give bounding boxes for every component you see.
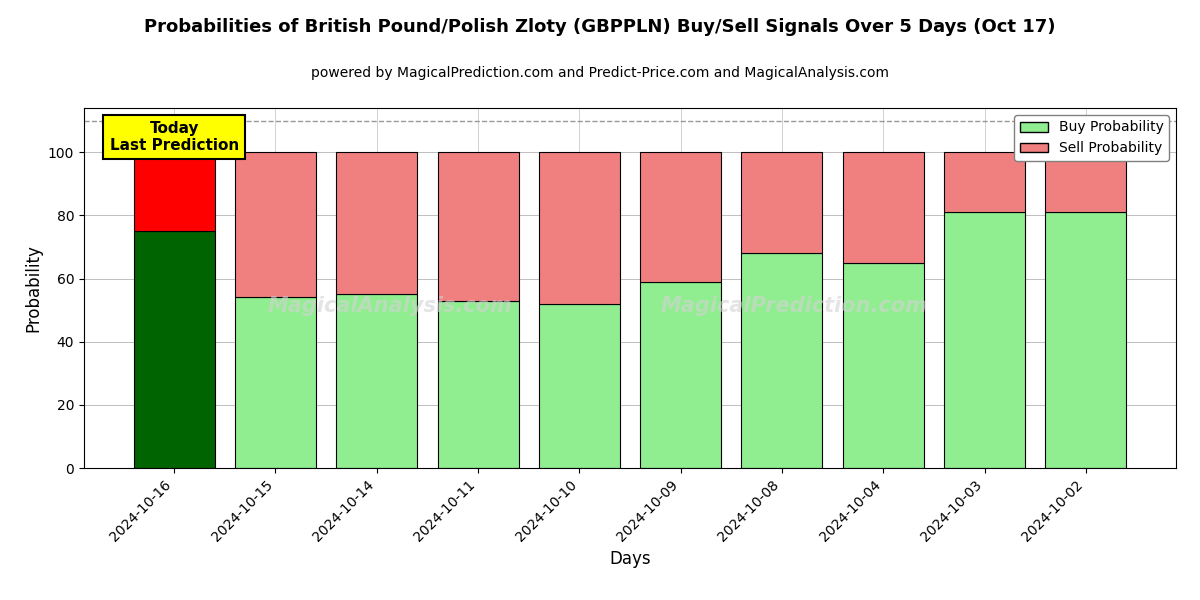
Y-axis label: Probability: Probability	[24, 244, 42, 332]
Bar	[133, 152, 215, 231]
Text: MagicalPrediction.com: MagicalPrediction.com	[660, 296, 928, 316]
Legend: Buy Probability, Sell Probability: Buy Probability, Sell Probability	[1014, 115, 1169, 161]
Bar	[842, 263, 924, 468]
Text: powered by MagicalPrediction.com and Predict-Price.com and MagicalAnalysis.com: powered by MagicalPrediction.com and Pre…	[311, 66, 889, 80]
Bar	[539, 152, 620, 304]
Bar	[1045, 152, 1127, 212]
Bar	[336, 152, 418, 295]
Bar	[235, 298, 316, 468]
Text: MagicalAnalysis.com: MagicalAnalysis.com	[268, 296, 512, 316]
Bar	[944, 152, 1025, 212]
Bar	[438, 152, 518, 301]
Bar	[438, 301, 518, 468]
Bar	[742, 253, 822, 468]
Text: Today
Last Prediction: Today Last Prediction	[109, 121, 239, 153]
Bar	[336, 295, 418, 468]
Bar	[742, 152, 822, 253]
Bar	[640, 281, 721, 468]
Bar	[944, 212, 1025, 468]
Bar	[539, 304, 620, 468]
Bar	[1045, 212, 1127, 468]
Bar	[133, 231, 215, 468]
Bar	[842, 152, 924, 263]
X-axis label: Days: Days	[610, 550, 650, 568]
Bar	[640, 152, 721, 281]
Bar	[235, 152, 316, 298]
Text: Probabilities of British Pound/Polish Zloty (GBPPLN) Buy/Sell Signals Over 5 Day: Probabilities of British Pound/Polish Zl…	[144, 18, 1056, 36]
